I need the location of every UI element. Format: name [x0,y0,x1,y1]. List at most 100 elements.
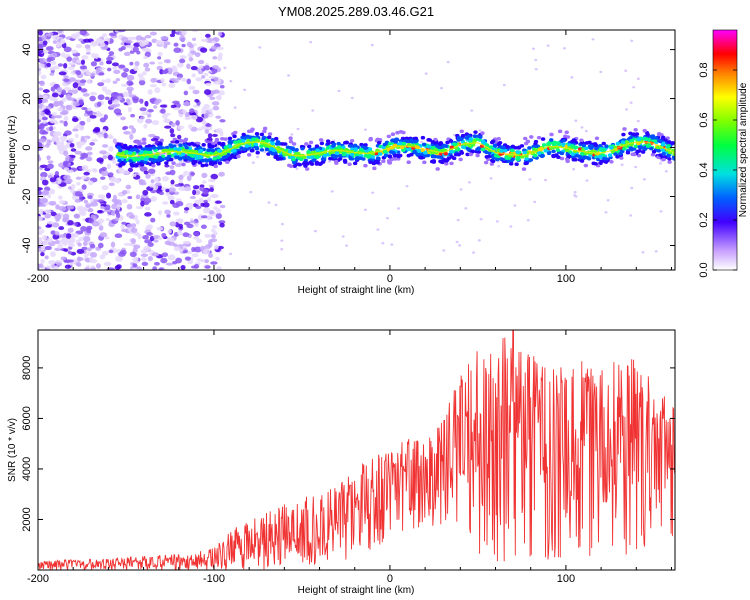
noise-speck [219,119,226,123]
noise-speck [132,260,140,264]
ridge-cell [270,151,276,156]
ridge-cell [573,145,579,150]
noise-speck [52,131,61,137]
noise-speck [87,195,93,200]
faint-speck [249,190,253,194]
noise-speck [89,259,98,264]
noise-speck [169,199,175,205]
noise-speck [156,39,164,46]
faint-speck [327,160,331,163]
x-tick-label: -100 [203,273,225,285]
noise-speck [172,211,180,216]
faint-speck [573,191,577,194]
noise-speck [63,115,69,121]
noise-speck [90,201,99,207]
ridge-cell [601,141,606,146]
noise-speck [123,130,131,135]
noise-speck [181,77,187,82]
ridge-cell [304,167,310,171]
faint-speck [489,177,493,180]
ridge-cell [273,154,279,158]
noise-speck [161,175,169,182]
ridge-cell [213,140,219,145]
noise-speck [211,89,220,94]
noise-speck [77,38,84,42]
noise-speck [47,163,54,170]
noise-speck [86,79,91,84]
noise-speck [212,133,218,137]
ridge-cell [221,155,227,160]
noise-speck [38,215,43,222]
noise-speck [104,236,110,240]
noise-speck [93,199,99,203]
noise-speck [216,266,222,270]
noise-speck [209,187,214,193]
ridge-cell [423,150,428,155]
ridge-cell [318,161,323,166]
noise-speck [134,61,140,67]
ridge-cell [128,159,133,163]
noise-speck [191,253,199,258]
ridge-cell [199,155,204,160]
colorbar-ticks: 0.0 0.2 0.4 0.6 0.8 [698,62,737,278]
noise-speck [141,256,147,262]
ridge-cell [147,147,153,151]
noise-speck [38,263,41,270]
spectrogram-y-axis-label: Frequency (Hz) [7,116,18,185]
noise-speck [96,199,104,203]
noise-speck [194,52,201,58]
ridge-cell [564,148,570,153]
noise-speck [95,37,103,44]
noise-speck [210,261,218,265]
noise-speck [125,98,131,104]
faint-speck [659,210,663,213]
noise-speck [125,184,132,190]
noise-speck [38,119,41,123]
noise-speck [129,134,134,140]
noise-speck [207,178,215,183]
faint-speck [396,207,400,210]
noise-speck [105,217,110,222]
ridge-cell [390,156,396,161]
noise-speck [154,177,159,183]
ridge-cell [382,142,387,147]
faint-speck [629,214,633,217]
noise-speck [53,265,59,270]
ridge-cell [191,159,196,164]
ridge-cell [510,148,515,153]
ridge-cell [406,160,411,165]
noise-speck [51,222,60,228]
ridge-cell [559,156,565,161]
faint-speck [606,199,610,202]
ridge-cell [349,138,355,143]
noise-speck [58,226,65,231]
faint-speck [562,47,566,50]
noise-speck [181,43,186,48]
noise-speck [164,240,171,245]
faint-speck [534,68,538,71]
noise-speck [164,164,170,168]
noise-speck [122,91,130,97]
faint-speck [654,250,658,253]
noise-speck [65,233,72,239]
noise-speck [160,36,169,40]
faint-speck [405,184,409,188]
noise-speck [103,132,108,139]
noise-speck [108,182,115,187]
ridge-cell [472,139,477,143]
noise-speck [190,66,198,71]
noise-speck [196,238,203,243]
noise-speck [75,43,83,49]
ridge-cell [663,138,668,142]
noise-speck [189,220,196,224]
ridge-cell [308,140,314,145]
ridge-cell [422,142,427,147]
faint-speck [442,249,446,252]
noise-speck [99,42,106,48]
ridge-cell [604,157,609,161]
noise-speck [101,86,108,92]
noise-speck [144,212,152,217]
noise-speck [121,199,128,204]
noise-speck [97,242,104,249]
noise-speck [165,262,174,266]
